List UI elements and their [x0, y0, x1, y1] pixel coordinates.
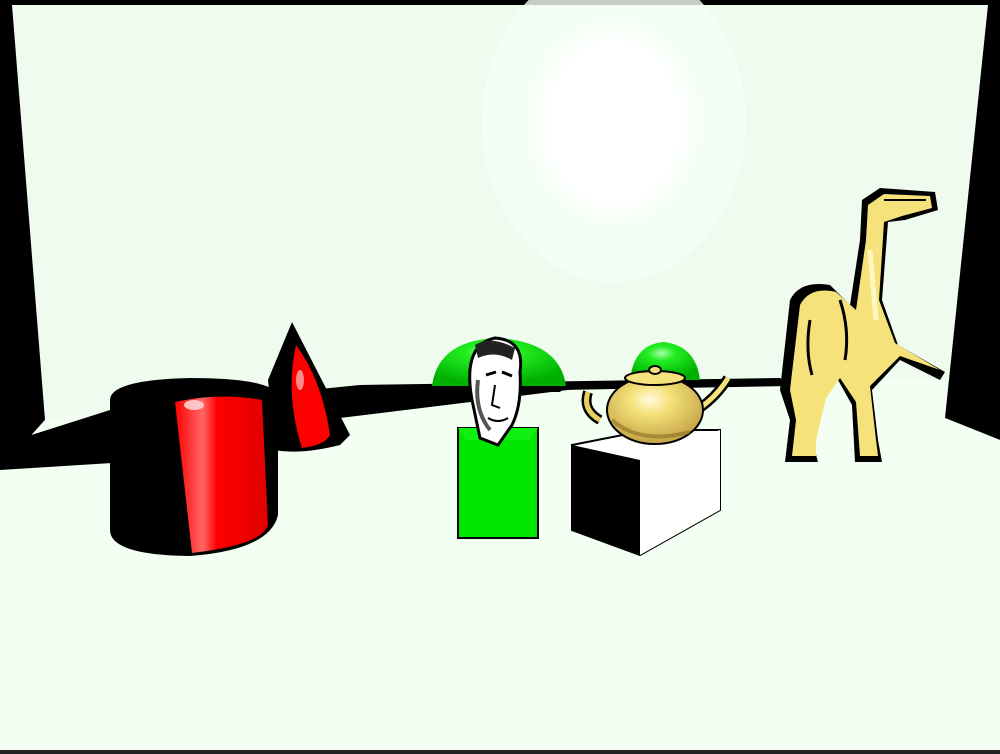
bottom-frame [0, 750, 1000, 754]
dinosaur [780, 188, 945, 462]
red-cone [268, 322, 350, 452]
teapot [581, 365, 733, 445]
white-cube-pedestal [571, 429, 721, 557]
top-frame [0, 0, 1000, 5]
bust-head [468, 336, 523, 447]
area-light [528, 18, 700, 226]
red-cylinder [110, 378, 278, 556]
right-wall-shadow [945, 5, 1000, 440]
left-wall-shadow [0, 5, 45, 470]
